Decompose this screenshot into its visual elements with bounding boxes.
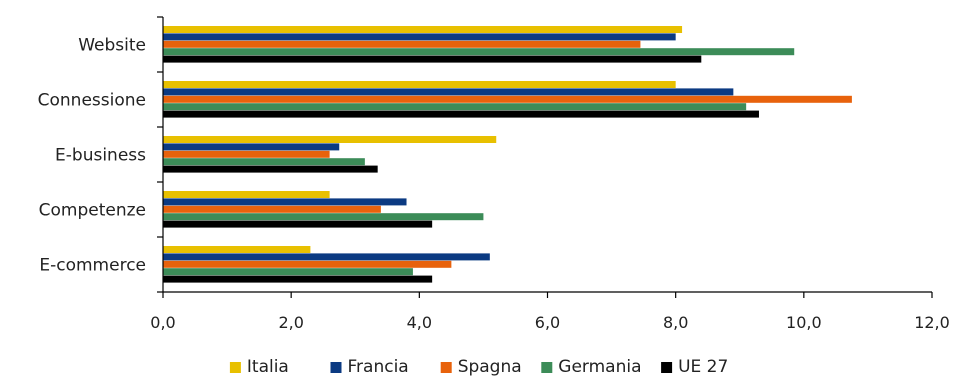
bar-spagna-website xyxy=(163,40,641,48)
legend-label: Germania xyxy=(558,357,641,377)
legend-item-ue-27: UE 27 xyxy=(661,357,728,377)
legend-item-germania: Germania xyxy=(541,357,642,377)
legend-swatch xyxy=(330,362,342,373)
bar-francia-e-business xyxy=(163,143,340,151)
legend-swatch xyxy=(229,362,241,373)
bar-spagna-competenze xyxy=(163,205,381,213)
bar-germania-website xyxy=(163,48,795,56)
bar-francia-connessione xyxy=(163,88,734,96)
bar-spagna-e-commerce xyxy=(163,260,452,268)
bar-spagna-connessione xyxy=(163,95,852,103)
legend-swatch xyxy=(541,362,553,373)
legend-swatch xyxy=(440,362,452,373)
category-label: E-commerce xyxy=(39,256,146,276)
bar-italia-e-commerce xyxy=(163,246,311,253)
bar-francia-website xyxy=(163,33,676,41)
legend-label: UE 27 xyxy=(678,357,728,377)
x-tick-label: 8,0 xyxy=(663,313,688,332)
category-label: Connessione xyxy=(38,91,146,111)
bar-germania-connessione xyxy=(163,103,747,111)
legend-item-spagna: Spagna xyxy=(440,357,522,377)
bar-italia-competenze xyxy=(163,191,330,198)
category-label: E-business xyxy=(55,146,146,166)
bar-ue-27-e-commerce xyxy=(163,275,433,283)
x-tick-label: 10,0 xyxy=(786,313,822,332)
legend-item-italia: Italia xyxy=(229,357,289,377)
bar-spagna-e-business xyxy=(163,150,330,158)
bar-germania-competenze xyxy=(163,213,484,221)
bar-germania-e-commerce xyxy=(163,268,413,276)
x-tick-label: 2,0 xyxy=(278,313,303,332)
x-tick-label: 4,0 xyxy=(407,313,432,332)
bar-italia-website xyxy=(163,26,683,33)
legend-label: Spagna xyxy=(458,357,522,377)
bars xyxy=(163,26,852,283)
bar-francia-competenze xyxy=(163,198,407,206)
bar-italia-e-business xyxy=(163,136,497,143)
bar-ue-27-connessione xyxy=(163,110,759,118)
legend-label: Francia xyxy=(348,357,409,377)
bar-ue-27-e-business xyxy=(163,165,378,173)
category-labels: Website Connessione E-business Competenze E-… xyxy=(38,36,147,276)
x-tick-labels: 0,0 2,0 4,0 6,0 8,0 10,0 12,0 xyxy=(150,313,950,332)
bar-ue-27-competenze xyxy=(163,220,433,228)
legend: Italia Francia Spagna Germania UE 27 xyxy=(229,357,728,377)
category-label: Competenze xyxy=(39,201,146,221)
x-tick-label: 6,0 xyxy=(535,313,560,332)
category-label: Website xyxy=(78,36,146,56)
axes xyxy=(157,16,933,298)
x-tick-label: 0,0 xyxy=(150,313,175,332)
bar-germania-e-business xyxy=(163,158,365,166)
legend-swatch xyxy=(661,362,673,373)
bar-italia-connessione xyxy=(163,81,676,88)
legend-item-francia: Francia xyxy=(330,357,409,377)
bar-ue-27-website xyxy=(163,55,702,63)
legend-label: Italia xyxy=(247,357,289,377)
x-tick-label: 12,0 xyxy=(914,313,950,332)
bar-francia-e-commerce xyxy=(163,253,490,261)
